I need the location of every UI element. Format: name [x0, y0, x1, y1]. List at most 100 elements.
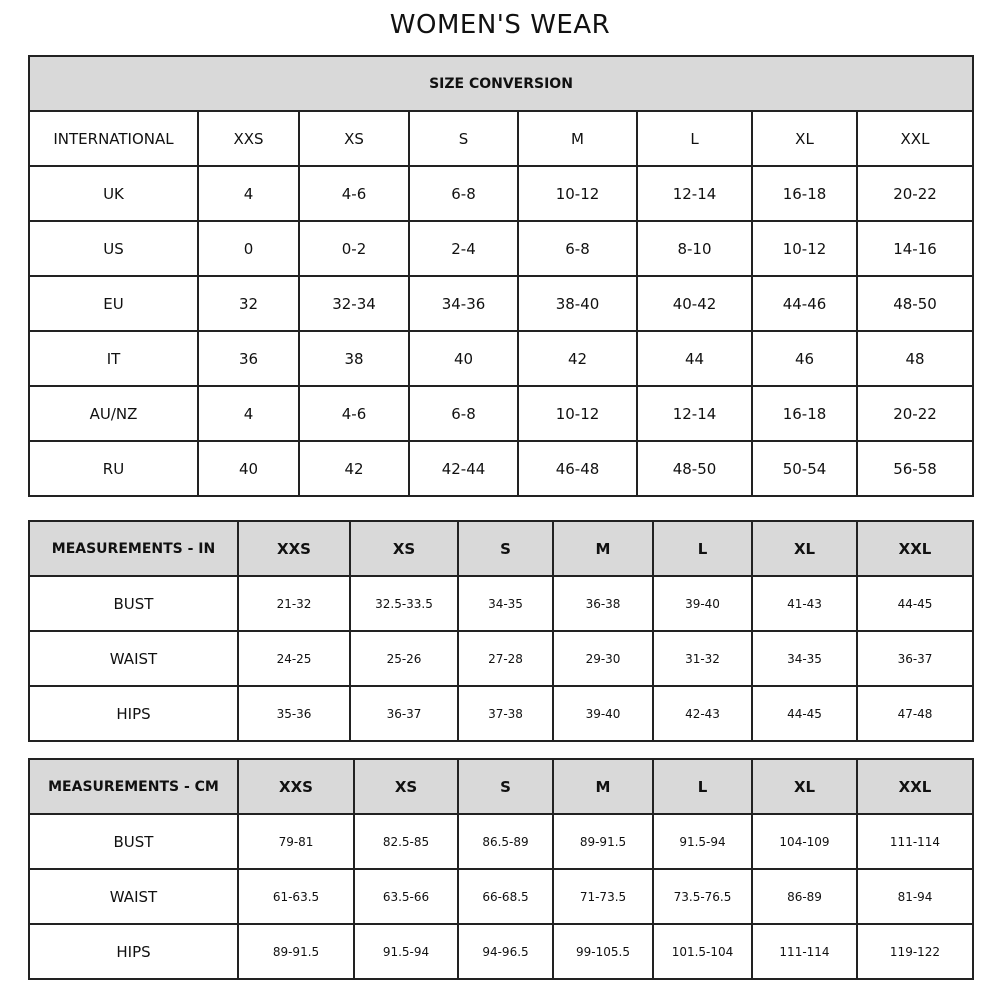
- size-column-header: M: [517, 110, 638, 167]
- table-cell: 6-8: [408, 165, 519, 222]
- table-cell: 89-91.5: [237, 923, 355, 980]
- table-cell: 71-73.5: [552, 868, 654, 925]
- table-cell: 50-54: [751, 440, 858, 497]
- table-cell: 32-34: [298, 275, 410, 332]
- table-cell: 44-45: [856, 575, 974, 632]
- table-cell: 86.5-89: [457, 813, 554, 870]
- table-row: US 0 0-2 2-4 6-8 8-10 10-12 14-16: [28, 220, 974, 277]
- table-cell: 36-37: [856, 630, 974, 687]
- row-label: US: [28, 220, 199, 277]
- table-cell: 56-58: [856, 440, 974, 497]
- size-column-header: XL: [751, 110, 858, 167]
- table-cell: 40: [197, 440, 300, 497]
- page-title: WOMEN'S WEAR: [389, 10, 611, 40]
- table-cell: 12-14: [636, 385, 753, 442]
- row-label: HIPS: [28, 923, 239, 980]
- row-label: BUST: [28, 575, 239, 632]
- table-cell: 44-46: [751, 275, 858, 332]
- measurements-cm-table: MEASUREMENTS - CM XXS XS S M L XL XXL BUST 79-81 8…: [28, 758, 974, 980]
- size-column-header: XS: [298, 110, 410, 167]
- table-cell: 91.5-94: [353, 923, 459, 980]
- size-conversion-table: SIZE CONVERSION INTERNATIONAL XXS XS S M L XL XX…: [28, 55, 974, 497]
- table-cell: 40-42: [636, 275, 753, 332]
- table-row: WAIST 24-25 25-26 27-28 29-30 31-32 34-35 36-37: [28, 630, 974, 687]
- table-cell: 20-22: [856, 385, 974, 442]
- row-label: UK: [28, 165, 199, 222]
- table-cell: 37-38: [457, 685, 554, 742]
- table-row: BUST 21-32 32.5-33.5 34-35 36-38 39-40 41-43 44…: [28, 575, 974, 632]
- table-cell: 47-48: [856, 685, 974, 742]
- size-column-header: XL: [751, 520, 858, 577]
- size-column-header: L: [652, 520, 753, 577]
- size-column-header: XXS: [237, 520, 351, 577]
- table-cell: 29-30: [552, 630, 654, 687]
- size-column-header: S: [457, 520, 554, 577]
- row-label: WAIST: [28, 868, 239, 925]
- table-cell: 42: [298, 440, 410, 497]
- size-column-header: XXL: [856, 758, 974, 815]
- title-row: SIZE CONVERSION: [28, 55, 974, 112]
- table-cell: 46: [751, 330, 858, 387]
- table-cell: 41-43: [751, 575, 858, 632]
- size-column-header: XXL: [856, 110, 974, 167]
- table-cell: 42: [517, 330, 638, 387]
- table-cell: 42-44: [408, 440, 519, 497]
- header-row: INTERNATIONAL XXS XS S M L XL XXL: [28, 110, 974, 167]
- table-cell: 81-94: [856, 868, 974, 925]
- table-cell: 91.5-94: [652, 813, 753, 870]
- table-cell: 0-2: [298, 220, 410, 277]
- row-label: WAIST: [28, 630, 239, 687]
- row-label: EU: [28, 275, 199, 332]
- table-cell: 36: [197, 330, 300, 387]
- table-cell: 44: [636, 330, 753, 387]
- table-cell: 31-32: [652, 630, 753, 687]
- table-cell: 6-8: [408, 385, 519, 442]
- size-column-header: M: [552, 520, 654, 577]
- size-column-header: XXS: [197, 110, 300, 167]
- table-cell: 16-18: [751, 165, 858, 222]
- size-column-header: L: [652, 758, 753, 815]
- table-cell: 39-40: [652, 575, 753, 632]
- table-cell: 6-8: [517, 220, 638, 277]
- row-header-label: MEASUREMENTS - IN: [28, 520, 239, 577]
- table-row: WAIST 61-63.5 63.5-66 66-68.5 71-73.5 73.5-76…: [28, 868, 974, 925]
- table-cell: 104-109: [751, 813, 858, 870]
- table-cell: 39-40: [552, 685, 654, 742]
- table-cell: 4-6: [298, 385, 410, 442]
- size-column-header: XS: [353, 758, 459, 815]
- table-row: EU 32 32-34 34-36 38-40 40-42 44-46 48-50: [28, 275, 974, 332]
- table-row: AU/NZ 4 4-6 6-8 10-12 12-14 16-18 20-22: [28, 385, 974, 442]
- table-cell: 32.5-33.5: [349, 575, 459, 632]
- table-cell: 34-35: [751, 630, 858, 687]
- table-cell: 8-10: [636, 220, 753, 277]
- table-cell: 86-89: [751, 868, 858, 925]
- size-column-header: XS: [349, 520, 459, 577]
- table-cell: 48-50: [636, 440, 753, 497]
- table-cell: 10-12: [517, 385, 638, 442]
- table-cell: 40: [408, 330, 519, 387]
- table-cell: 38: [298, 330, 410, 387]
- table-cell: 48: [856, 330, 974, 387]
- table-row: RU 40 42 42-44 46-48 48-50 50-54 56-58: [28, 440, 974, 497]
- table-cell: 111-114: [856, 813, 974, 870]
- size-column-header: S: [408, 110, 519, 167]
- table-cell: 14-16: [856, 220, 974, 277]
- table-cell: 27-28: [457, 630, 554, 687]
- table-cell: 119-122: [856, 923, 974, 980]
- table-cell: 0: [197, 220, 300, 277]
- table-cell: 21-32: [237, 575, 351, 632]
- row-label: BUST: [28, 813, 239, 870]
- table-cell: 42-43: [652, 685, 753, 742]
- row-label: RU: [28, 440, 199, 497]
- table-cell: 10-12: [517, 165, 638, 222]
- table-row: IT 36 38 40 42 44 46 48: [28, 330, 974, 387]
- table-title: SIZE CONVERSION: [28, 55, 974, 112]
- table-cell: 4: [197, 385, 300, 442]
- size-column-header: S: [457, 758, 554, 815]
- table-cell: 35-36: [237, 685, 351, 742]
- table-cell: 82.5-85: [353, 813, 459, 870]
- table-row: HIPS 89-91.5 91.5-94 94-96.5 99-105.5 101.5-1…: [28, 923, 974, 980]
- table-row: BUST 79-81 82.5-85 86.5-89 89-91.5 91.5-94 104…: [28, 813, 974, 870]
- table-cell: 24-25: [237, 630, 351, 687]
- size-column-header: L: [636, 110, 753, 167]
